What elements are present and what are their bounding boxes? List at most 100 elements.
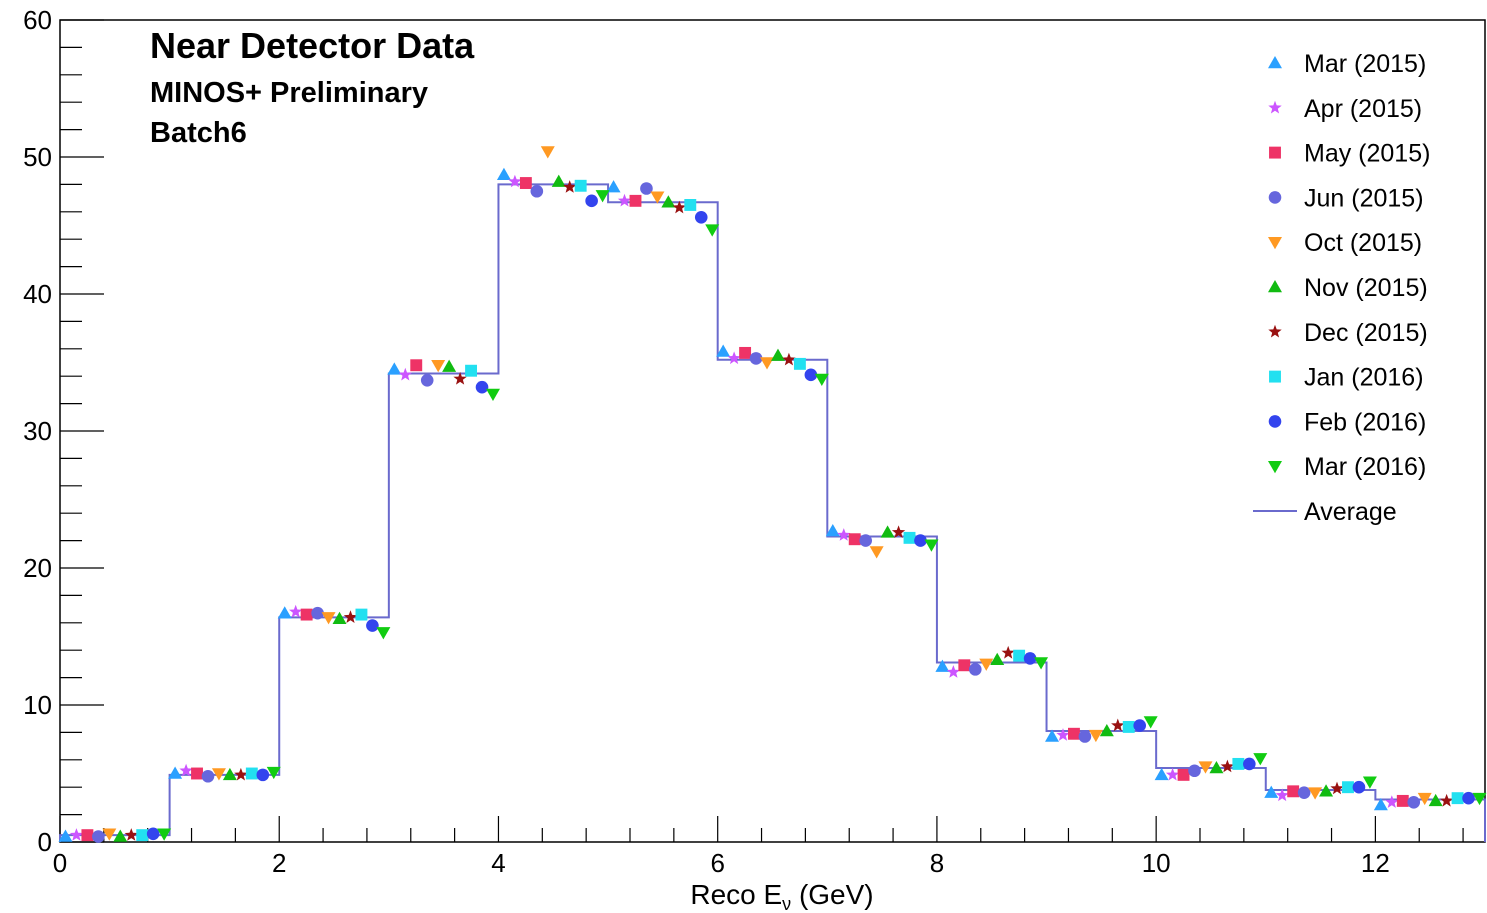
data-point [343,610,358,623]
data-point [1088,729,1103,743]
data-point [1472,792,1487,806]
data-point [837,528,851,541]
data-point [1177,768,1190,781]
data-point [1264,785,1279,798]
data-point [1373,798,1388,811]
data-point [1001,645,1015,659]
legend-label: Nov (2015) [1304,274,1428,302]
data-point [672,200,686,214]
plot-frame [59,19,1486,843]
data-point [475,380,489,394]
data-point [1253,753,1268,766]
data-point [332,611,347,624]
data-point [859,534,872,547]
data-point [595,190,610,203]
legend: Mar (2015) Apr (2015) May (2015) Jun (2015)… [1253,50,1430,526]
data-point [256,768,270,782]
data-point [1067,727,1080,740]
legend-label: Feb (2016) [1304,408,1426,436]
data-point [814,373,829,386]
legend-label: Jun (2015) [1304,184,1424,212]
legend-marker [1268,56,1282,69]
average-line [59,183,1486,842]
data-point [1275,788,1289,802]
data-point [1165,767,1180,781]
data-point [92,830,105,843]
data-point [453,371,467,385]
data-point [245,767,258,780]
data-point [376,627,391,640]
data-point [749,352,763,365]
data-point [1428,793,1443,807]
y-tick-label: 0 [38,827,52,857]
data-point [1023,652,1037,665]
legend-marker [1269,370,1281,383]
data-point [1287,785,1300,798]
data-points [58,146,1487,843]
data-point [903,531,916,544]
data-point [760,357,775,370]
data-point [442,359,457,372]
data-point [848,533,861,546]
data-point [958,659,971,672]
legend-label: Average [1304,498,1397,526]
x-tick-label: 8 [930,848,944,878]
data-point [716,344,731,357]
data-point [179,763,193,777]
data-point [1013,649,1026,662]
y-tick-label: 40 [23,279,52,309]
data-point [146,827,160,841]
data-point [1407,795,1421,809]
data-point [234,767,248,781]
data-point [1056,728,1070,741]
data-point [530,184,544,198]
legend-marker [1269,146,1281,159]
data-point [69,828,84,841]
legend-label: Jan (2016) [1304,364,1424,392]
y-tick-label: 30 [23,416,52,446]
title-line-batch: Batch6 [150,117,247,149]
data-point [1385,795,1399,808]
data-point [727,351,741,365]
data-point [191,767,203,780]
data-point [289,604,303,618]
data-point [793,357,806,370]
title-block: Near Detector Data MINOS+ Preliminary Ba… [150,25,475,149]
data-point [113,829,128,842]
legend-label: Apr (2015) [1304,95,1422,123]
legend-label: Dec (2015) [1304,319,1428,347]
data-point [924,539,939,552]
data-point [804,368,818,382]
data-point [640,182,653,195]
data-point [935,659,950,672]
data-point [661,195,676,208]
y-tick-label: 20 [23,553,52,583]
title-line-minos-preliminary: MINOS+ Preliminary [150,77,428,109]
data-point [629,194,642,207]
axes: 0 10 20 30 40 50 60 0 2 4 6 8 10 12 [23,5,1486,878]
data-point [58,829,73,842]
data-point [770,348,785,361]
data-point [1220,759,1235,773]
data-point [102,828,117,841]
data-point [1417,792,1432,806]
legend-marker [1268,191,1282,204]
x-tick-label: 4 [491,848,505,878]
title-line-near-detector: Near Detector Data [150,25,475,66]
data-point [1111,718,1125,732]
data-point [869,546,884,559]
data-point [914,534,927,547]
data-point [1209,761,1224,774]
data-point [1451,792,1464,805]
data-point [1122,720,1135,733]
legend-label: Oct (2015) [1304,229,1422,257]
y-tick-label: 10 [23,690,52,720]
legend-label: Mar (2015) [1304,50,1426,78]
data-point [684,199,697,211]
legend-marker [1268,324,1282,338]
data-point [880,525,895,538]
data-point [563,180,577,193]
x-axis-label: Reco Eν (GeV) [690,879,873,913]
legend-marker [1268,415,1282,428]
